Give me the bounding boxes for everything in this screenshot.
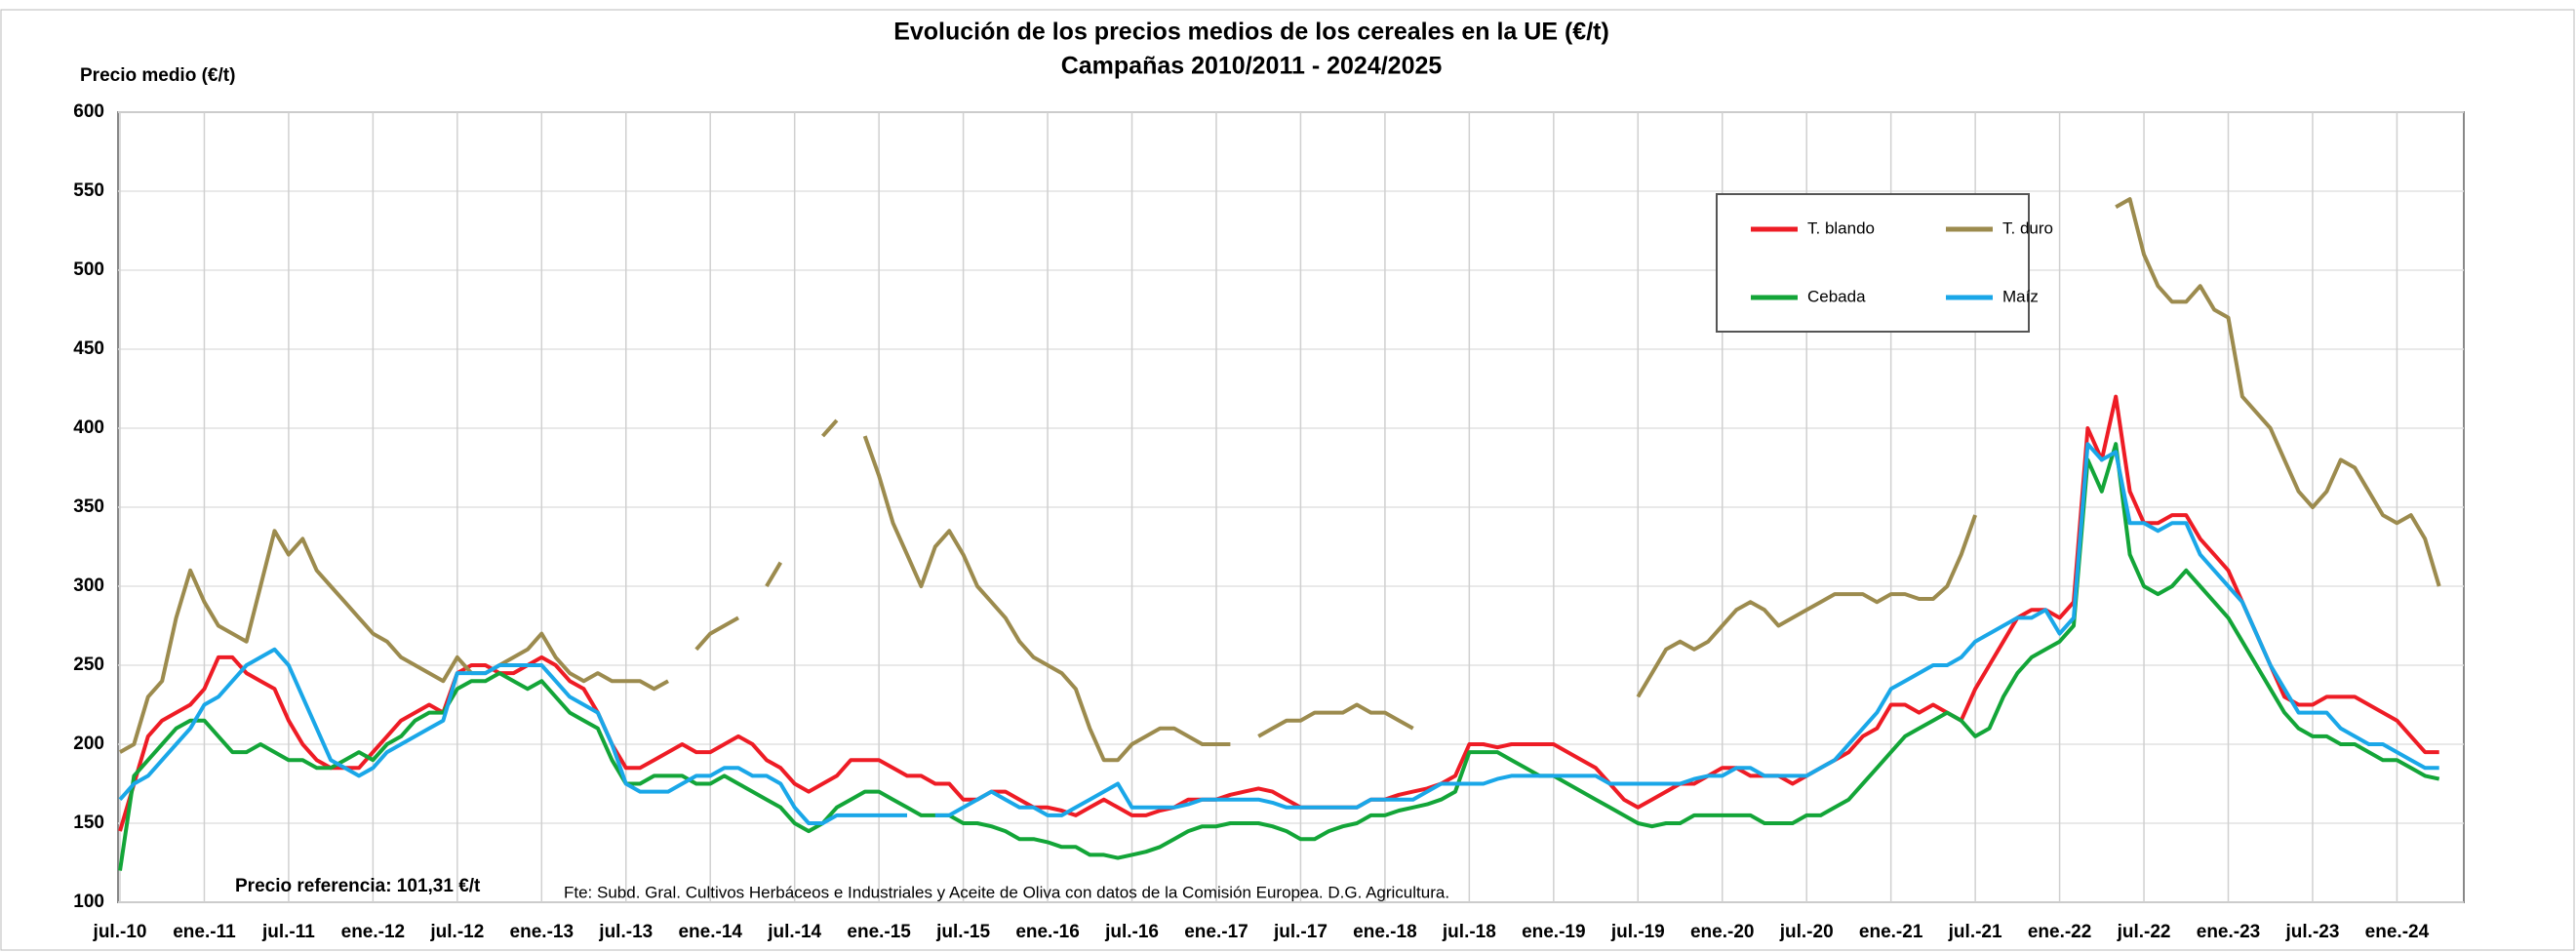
series-line — [118, 394, 2439, 832]
y-tick-label: 450 — [73, 338, 104, 359]
x-tick-label: ene.-24 — [2365, 922, 2430, 942]
x-tick-label: jul.-23 — [2285, 922, 2340, 942]
x-tick-label: ene.-20 — [1690, 922, 1754, 942]
x-tick-label: ene.-16 — [1015, 922, 1079, 942]
y-tick-label: 250 — [73, 654, 104, 675]
x-tick-label: ene.-17 — [1184, 922, 1248, 942]
x-tick-label: jul.-11 — [261, 922, 315, 942]
legend-label: Maíz — [2002, 287, 2039, 305]
x-tick-label: ene.-19 — [1522, 922, 1585, 942]
series-line — [118, 442, 2439, 825]
x-tick-label: jul.-13 — [598, 922, 653, 942]
x-tick-label: jul.-15 — [935, 922, 990, 942]
y-tick-label: 200 — [73, 734, 104, 754]
x-tick-label: jul.-12 — [429, 922, 484, 942]
series-line — [119, 197, 2441, 763]
x-tick-label: jul.-21 — [1948, 922, 2002, 942]
legend-label: T. blando — [1807, 218, 1875, 237]
x-tick-label: jul.-17 — [1273, 922, 1328, 942]
legend — [1716, 193, 2030, 333]
x-tick-label: ene.-13 — [510, 922, 574, 942]
y-tick-label: 550 — [73, 180, 104, 201]
x-tick-label: jul.-10 — [93, 922, 147, 942]
series-line — [118, 442, 2440, 871]
x-tick-label: ene.-12 — [341, 922, 405, 942]
x-tick-label: ene.-15 — [847, 922, 911, 942]
x-tick-label: jul.-22 — [2117, 922, 2171, 942]
y-tick-label: 300 — [73, 575, 104, 596]
x-tick-label: ene.-22 — [2028, 922, 2091, 942]
annotation: Fte: Subd. Gral. Cultivos Herbáceos e In… — [564, 883, 1449, 901]
x-tick-label: jul.-18 — [1442, 922, 1496, 942]
y-tick-label: 600 — [73, 101, 104, 122]
y-tick-label: 150 — [73, 813, 104, 833]
x-tick-label: jul.-19 — [1610, 922, 1665, 942]
chart-subtitle: Campañas 2010/2011 - 2024/2025 — [1061, 53, 1443, 80]
x-tick-label: jul.-20 — [1779, 922, 1834, 942]
legend-label: Cebada — [1807, 287, 1866, 305]
y-tick-label: 350 — [73, 496, 104, 517]
x-tick-label: ene.-21 — [1859, 922, 1923, 942]
y-tick-label: 400 — [73, 417, 104, 438]
y-axis-label: Precio medio (€/t) — [80, 65, 235, 86]
x-tick-label: ene.-23 — [2197, 922, 2260, 942]
x-tick-label: ene.-18 — [1353, 922, 1416, 942]
x-tick-label: ene.-11 — [173, 922, 236, 942]
chart-title: Evolución de los precios medios de los c… — [893, 19, 1609, 46]
x-tick-label: jul.-16 — [1104, 922, 1159, 942]
y-tick-label: 100 — [73, 892, 104, 912]
x-tick-label: ene.-14 — [678, 922, 742, 942]
annotation: Precio referencia: 101,31 €/t — [235, 876, 481, 896]
y-tick-label: 500 — [73, 259, 104, 280]
x-tick-label: jul.-14 — [767, 922, 821, 942]
frame — [0, 9, 2575, 951]
legend-label: T. duro — [2002, 218, 2053, 237]
plot-area — [117, 111, 2465, 903]
